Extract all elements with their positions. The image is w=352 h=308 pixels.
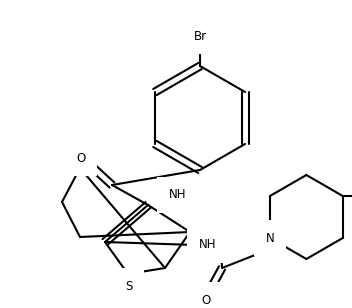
Text: O: O — [76, 152, 86, 164]
Text: NH: NH — [199, 238, 217, 252]
Text: S: S — [125, 279, 133, 293]
Text: N: N — [266, 232, 274, 245]
Text: O: O — [201, 294, 210, 306]
Text: Br: Br — [194, 30, 207, 43]
Text: NH: NH — [169, 188, 187, 201]
